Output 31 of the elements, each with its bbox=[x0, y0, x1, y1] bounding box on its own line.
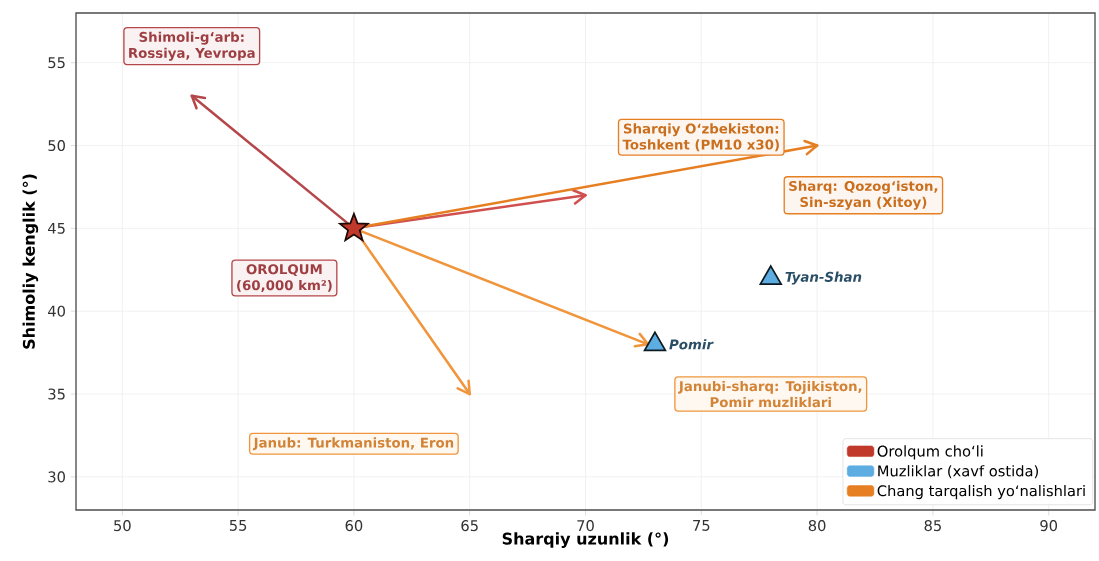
x-tick-label: 60 bbox=[345, 520, 363, 532]
annotation: Janub: Turkmaniston, Eron bbox=[252, 437, 454, 451]
y-tick-label: 40 bbox=[48, 305, 65, 317]
x-axis-title: Sharqiy uzunlik (°) bbox=[502, 532, 669, 548]
point bbox=[339, 212, 369, 242]
y-tick-label: 30 bbox=[48, 471, 65, 483]
y-axis-title: Shimoliy kenglik (°) bbox=[22, 174, 39, 349]
x-tick-label: 90 bbox=[1040, 520, 1058, 532]
legend-label: Muzliklar (xavf ostida) bbox=[878, 465, 1038, 479]
x-tick-label: 65 bbox=[461, 520, 478, 532]
y-tick-label: 35 bbox=[48, 388, 65, 400]
x-tick-label: 50 bbox=[114, 520, 131, 532]
x-tick-label: 80 bbox=[808, 520, 826, 532]
y-tick-label: 45 bbox=[48, 222, 65, 234]
annotation: Shimoli-g‘arb: Rossiya, Yevropa bbox=[129, 31, 255, 61]
annotation: Janubi-sharq: Tojikiston, Pomir muzliklari bbox=[678, 380, 862, 408]
x-tick-label: 55 bbox=[229, 520, 247, 531]
point bbox=[759, 265, 783, 285]
point bbox=[643, 331, 667, 352]
y-tick-label: 55 bbox=[48, 57, 65, 69]
x-tick-label: 75 bbox=[693, 520, 710, 531]
x-tick-label: 70 bbox=[577, 520, 594, 532]
legend-label: Orolqum cho‘li bbox=[877, 445, 983, 460]
annotation: OROLQUM (60,000 km²) bbox=[237, 264, 332, 292]
y-tick-label: 50 bbox=[48, 140, 65, 152]
annotation: Sharq: Qozog‘iston, Sin-szyan (Xitoy) bbox=[789, 180, 938, 210]
legend-label: Chang tarqalish yo‘nalishlari bbox=[877, 484, 1085, 500]
annotation: Sharqiy O‘zbekiston: Toshkent (PM10 x30) bbox=[622, 123, 779, 152]
data-label: Tyan-Shan bbox=[785, 271, 862, 285]
data-label: Pomir bbox=[669, 339, 714, 350]
x-tick-label: 85 bbox=[924, 520, 941, 532]
